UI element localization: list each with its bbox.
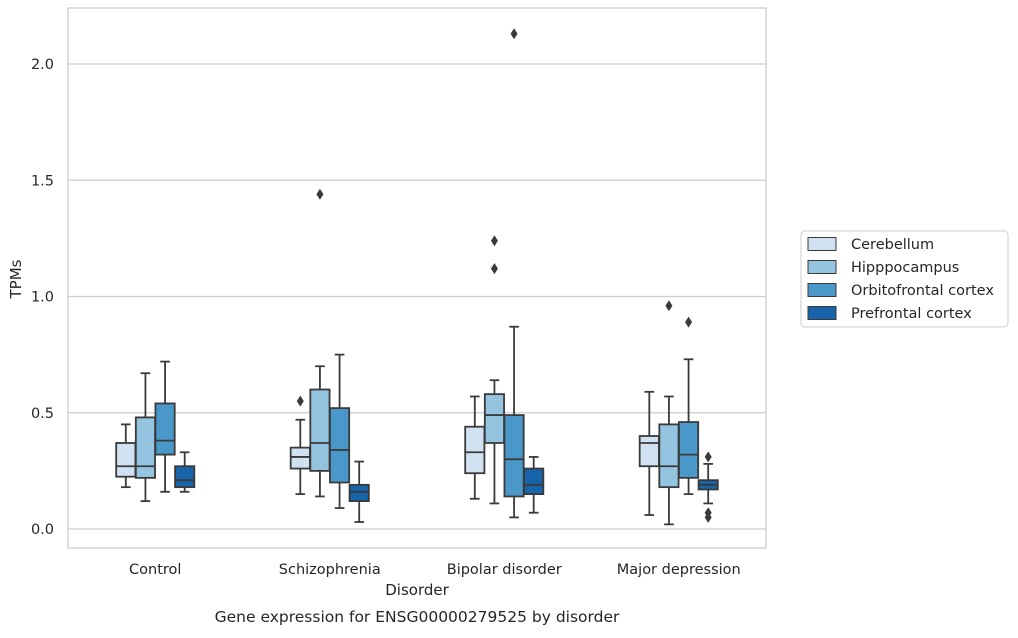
legend-swatch [807,306,837,320]
legend: Cerebellum Hipppocampus Orbitofrontal cort… [800,230,1009,328]
y-tick-label: 1.5 [31,173,54,189]
x-axis-label: Disorder [385,581,449,599]
box-iqr [483,393,505,444]
x-tick-label: Major depression [617,562,741,578]
box-element [638,390,660,516]
legend-entry: Orbitofrontal cortex [807,283,994,299]
outlier-point [685,316,693,328]
legend-label: Cerebellum [851,237,934,253]
box-iqr [503,414,525,498]
box-element [154,360,176,493]
box-iqr [329,407,351,484]
x-axis-ticks: Control Schizophrenia Bipolar disorder Majo… [129,562,741,578]
legend-swatch [807,260,837,274]
box-element [115,423,137,489]
legend-entry: Hipppocampus [807,260,959,276]
x-tick-label: Schizophrenia [279,562,381,578]
legend-swatch [807,237,837,251]
y-tick-label: 0.5 [31,406,54,422]
legend-swatch [807,283,837,297]
y-tick-label: 1.0 [31,290,54,306]
legend-label: Hipppocampus [851,260,959,276]
x-tick-label: Bipolar disorder [447,562,562,578]
legend-entry: Cerebellum [807,237,934,253]
box-element [134,372,156,503]
box-iqr [464,425,486,475]
box-element [483,235,505,505]
boxes [115,28,719,526]
box-iqr [174,465,196,489]
box-element [464,395,486,500]
box-element [523,456,545,514]
outlier-point [704,451,712,463]
box-iqr [115,442,137,478]
box-element [289,395,311,496]
legend-label: Orbitofrontal cortex [851,283,994,299]
y-tick-label: 0.0 [31,522,54,538]
legend-entry: Prefrontal cortex [807,306,972,322]
outlier-point [704,511,712,523]
x-tick-label: Control [129,562,181,578]
box-iqr [289,446,311,470]
box-element [309,188,331,498]
y-tick-label: 2.0 [31,57,54,73]
outlier-point [510,28,518,40]
outlier-point [490,263,498,275]
outlier-point [490,235,498,247]
outlier-point [316,188,324,200]
chart-caption: Gene expression for ENSG00000279525 by d… [215,608,620,626]
box-iqr [134,416,156,479]
box-element [174,451,196,493]
box-element [503,28,525,519]
box-element [348,460,370,523]
box-iqr [348,483,370,503]
box-iqr [523,467,545,496]
box-element [678,316,700,496]
box-iqr [678,421,700,479]
box-iqr [309,388,331,472]
box-element [329,353,351,509]
legend-frame [800,230,1009,328]
y-axis-ticks: 0.0 0.5 1.0 1.5 2.0 [31,57,54,538]
outlier-point [665,300,673,312]
box-element [697,451,719,523]
box-iqr [658,423,680,489]
y-axis-label: TPMs [7,259,25,299]
box-iqr [638,435,660,468]
legend-label: Prefrontal cortex [851,306,972,322]
plot-area-frame [67,7,767,549]
outlier-point [296,395,304,407]
box-iqr [154,402,176,456]
